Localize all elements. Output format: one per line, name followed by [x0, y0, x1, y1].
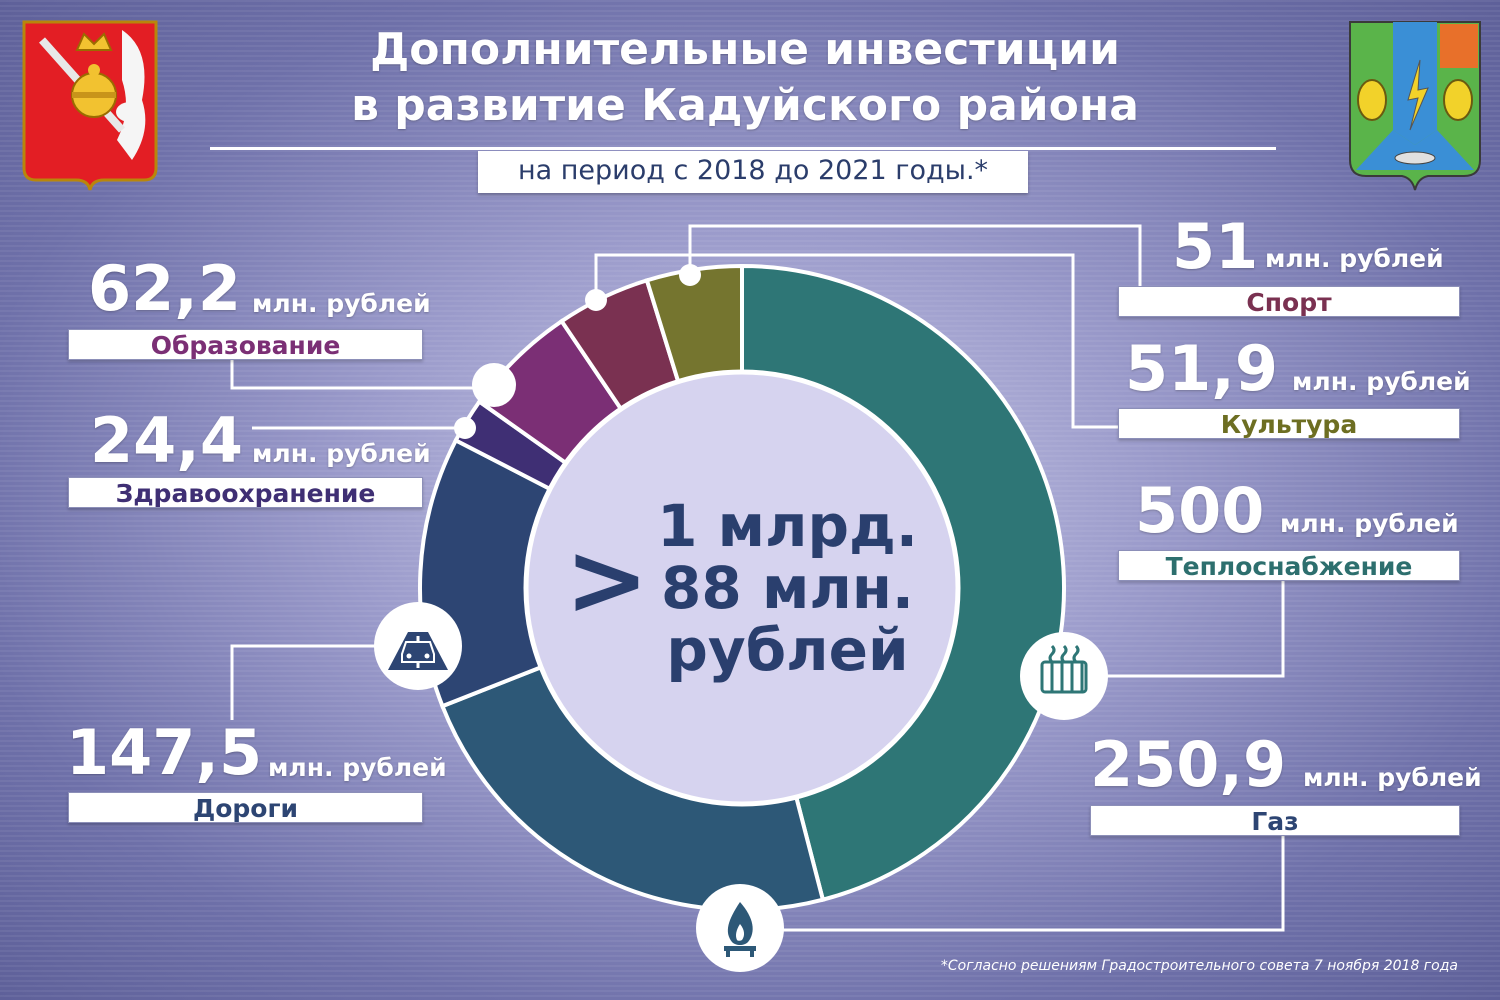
- category-icons: [374, 602, 1108, 972]
- subtitle-badge: на период с 2018 до 2021 годы.*: [478, 151, 1028, 193]
- unit-heating: млн. рублей: [1280, 509, 1459, 538]
- dot-culture: [585, 289, 607, 311]
- label-gas: Газ: [1090, 805, 1460, 836]
- kaduy-district-emblem: [1349, 21, 1481, 191]
- unit-healthcare: млн. рублей: [252, 439, 431, 468]
- connector-lines: [230, 224, 1285, 932]
- dot-education: [472, 363, 516, 407]
- more-than-symbol: >: [565, 521, 649, 638]
- radiator-icon: [1020, 632, 1108, 720]
- gas-flame-icon: [696, 884, 784, 972]
- dot-sport: [679, 264, 701, 286]
- value-healthcare: 24,4: [90, 404, 243, 477]
- connector-education: [230, 360, 494, 390]
- value-culture: 51,9: [1125, 332, 1278, 405]
- vologda-oblast-emblem: [22, 20, 158, 191]
- value-sport: 51: [1172, 210, 1259, 283]
- chart-slices: [418, 263, 1066, 912]
- total-line-2: 88 млн.: [661, 554, 914, 622]
- connector-roads: [230, 644, 420, 720]
- connector-gas: [740, 836, 1285, 932]
- label-healthcare: Здравоохранение: [68, 477, 423, 508]
- connector-dots: [454, 264, 701, 439]
- total-amount: 1 млрд. 88 млн. рублей: [655, 495, 920, 681]
- title-divider: [210, 147, 1276, 150]
- value-heating: 500: [1135, 474, 1265, 547]
- label-education: Образование: [68, 329, 423, 360]
- label-heating: Теплоснабжение: [1118, 550, 1460, 581]
- connector-culture: [594, 253, 1118, 429]
- connector-sport: [688, 224, 1142, 287]
- road-car-icon: [374, 602, 462, 690]
- title-line-1: Дополнительные инвестиции: [370, 24, 1120, 75]
- total-line-3: рублей: [666, 616, 909, 684]
- unit-roads: млн. рублей: [268, 753, 447, 782]
- title-line-2: в развитие Кадуйского района: [351, 80, 1139, 131]
- value-roads: 147,5: [66, 716, 263, 789]
- footnote: *Согласно решениям Градостроительного со…: [940, 958, 1458, 974]
- unit-culture: млн. рублей: [1292, 367, 1471, 396]
- value-gas: 250,9: [1090, 728, 1287, 801]
- label-sport: Спорт: [1118, 286, 1460, 317]
- unit-gas: млн. рублей: [1303, 763, 1482, 792]
- unit-sport: млн. рублей: [1265, 244, 1444, 273]
- label-roads: Дороги: [68, 792, 423, 823]
- value-education: 62,2: [88, 252, 241, 325]
- dot-healthcare: [454, 417, 476, 439]
- unit-education: млн. рублей: [252, 289, 431, 318]
- page-title: Дополнительные инвестиции в развитие Кад…: [210, 22, 1280, 134]
- label-culture: Культура: [1118, 408, 1460, 439]
- chart-center-disc: [523, 369, 961, 807]
- connector-heating: [1063, 580, 1285, 678]
- total-line-1: 1 млрд.: [657, 492, 918, 560]
